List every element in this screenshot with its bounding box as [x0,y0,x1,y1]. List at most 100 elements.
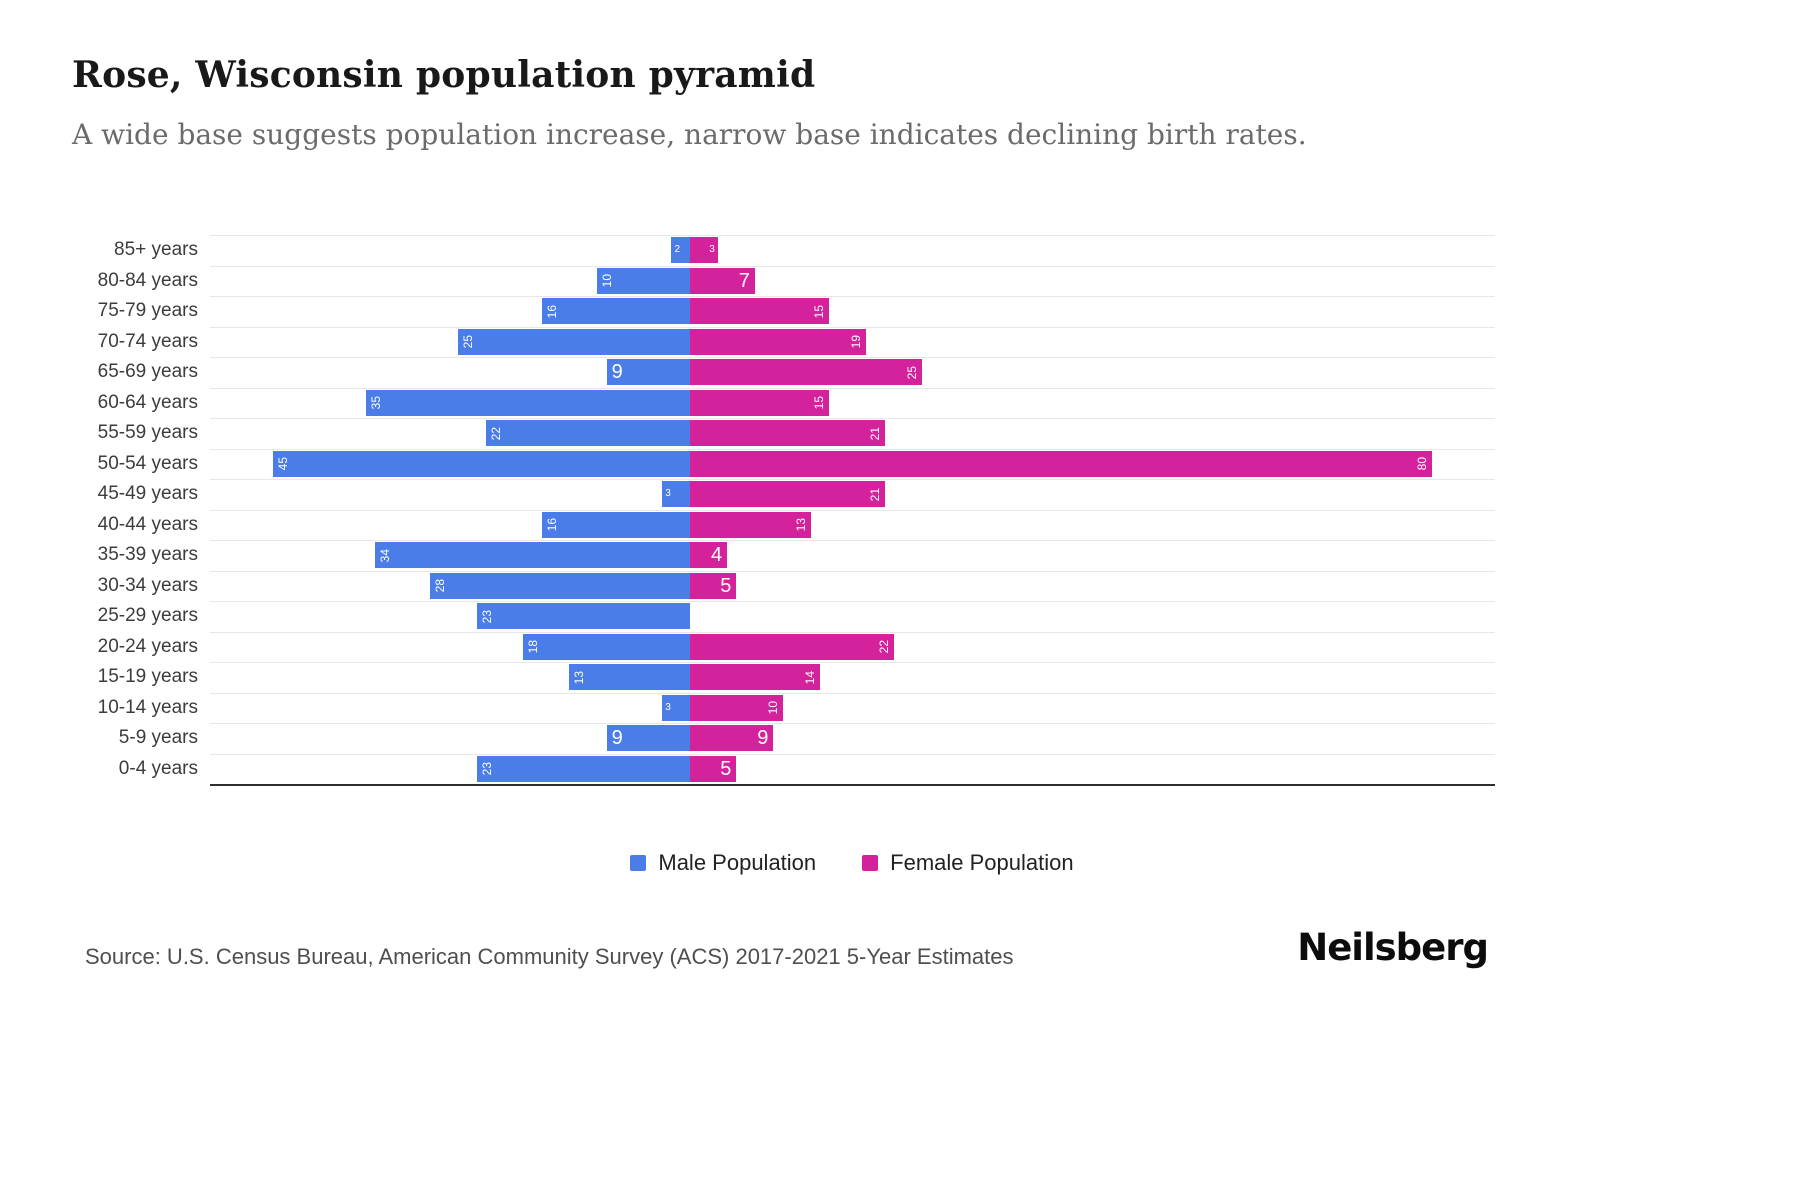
grid-line [210,662,1495,663]
bar-male: 16 [541,511,690,538]
bar-male: 28 [430,572,690,599]
y-axis-label: 10-14 years [97,696,198,718]
grid-line [210,296,1495,297]
bar-female: 5 [690,572,737,599]
bar-value-label: 10 [765,701,780,715]
bar-female: 80 [690,450,1432,477]
bar-female: 3 [690,237,718,264]
grid-line [210,387,1495,389]
bar-male: 23 [476,603,690,630]
grid-line [210,509,1495,511]
bar-male: 23 [476,755,690,782]
bar-male: 13 [569,664,690,691]
bar-value-label: 18 [526,640,541,654]
bar-female: 9 [690,725,774,752]
y-axis-label: 50-54 years [97,452,198,474]
y-axis-label: 60-64 years [97,391,198,413]
bar-value-label: 13 [572,670,587,684]
bar-value-label: 5 [720,757,732,780]
y-axis-label: 70-74 years [97,330,198,352]
grid-line [210,418,1495,419]
y-axis-label: 55-59 years [97,422,198,444]
y-axis-label: 40-44 years [97,513,198,535]
bar-male: 22 [486,420,690,447]
bar-male: 18 [523,633,690,660]
legend-item-male[interactable]: Male Population [630,850,816,876]
grid-line [210,601,1495,602]
y-axis-label: 0-4 years [118,757,198,779]
bar-female: 10 [690,694,783,721]
legend-swatch-female [862,855,879,871]
brand-logo: Neilsberg [1297,926,1489,969]
bar-value-label: 16 [544,518,559,532]
grid-line [210,753,1495,755]
bar-female: 7 [690,267,755,294]
bar-value-label: 9 [611,727,623,750]
bar-value-label: 9 [611,361,623,384]
chart-subtitle: A wide base suggests population increase… [72,118,1307,151]
bar-male: 9 [606,359,690,386]
bar-value-label: 22 [876,640,891,654]
bar-value-label: 2 [674,244,681,256]
bar-female: 21 [690,420,885,447]
bar-female: 22 [690,633,894,660]
bar-female: 19 [690,328,867,355]
bar-value-label: 10 [600,274,615,288]
grid-line [210,692,1495,694]
bar-value-label: 45 [275,457,290,471]
grid-line [210,235,1495,236]
legend: Male Population Female Population [0,850,1704,876]
legend-item-female[interactable]: Female Population [862,850,1074,876]
bar-value-label: 19 [849,335,864,349]
bar-male: 45 [272,450,690,477]
grid-line [210,479,1495,480]
legend-label-female: Female Population [890,850,1074,875]
y-axis-label: 35-39 years [97,544,198,566]
grid-line [210,357,1495,358]
bar-value-label: 28 [433,579,448,593]
bar-female: 25 [690,359,922,386]
bar-female: 21 [690,481,885,508]
bar-value-label: 15 [812,396,827,410]
bar-male: 34 [374,542,690,569]
legend-label-male: Male Population [658,850,817,875]
bar-female: 13 [690,511,811,538]
bar-value-label: 3 [709,244,715,256]
grid-line [210,326,1495,328]
bar-value-label: 3 [665,488,671,500]
bar-value-label: 23 [479,762,494,776]
bar-male: 3 [662,694,690,721]
bar-female: 5 [690,755,737,782]
y-axis-label: 25-29 years [97,605,198,627]
y-axis-label: 5-9 years [118,727,198,749]
bar-value-label: 15 [812,304,827,318]
grid-line [210,265,1495,267]
bar-value-label: 35 [368,396,383,410]
bar-value-label: 13 [793,518,808,532]
bar-female: 15 [690,298,830,325]
bar-male: 9 [606,725,690,752]
y-axis-label: 20-24 years [97,635,198,657]
grid-line [210,570,1495,572]
y-axis-label: 30-34 years [97,574,198,596]
bar-value-label: 25 [461,335,476,349]
bar-male: 10 [597,267,690,294]
bar-value-label: 22 [489,426,504,440]
bar-female: 15 [690,389,830,416]
bar-value-label: 14 [802,670,817,684]
bar-value-label: 7 [738,269,750,292]
bar-value-label: 34 [377,548,392,562]
y-axis-label: 80-84 years [97,269,198,291]
bar-female: 14 [690,664,820,691]
bar-value-label: 16 [544,304,559,318]
bar-value-label: 4 [710,544,723,567]
legend-swatch-male [630,855,647,871]
bar-female: 4 [690,542,728,569]
bar-male: 3 [662,481,690,508]
bar-value-label: 5 [720,574,732,597]
grid-line [210,723,1495,724]
bar-male: 25 [458,328,690,355]
bar-value-label: 25 [904,365,919,379]
